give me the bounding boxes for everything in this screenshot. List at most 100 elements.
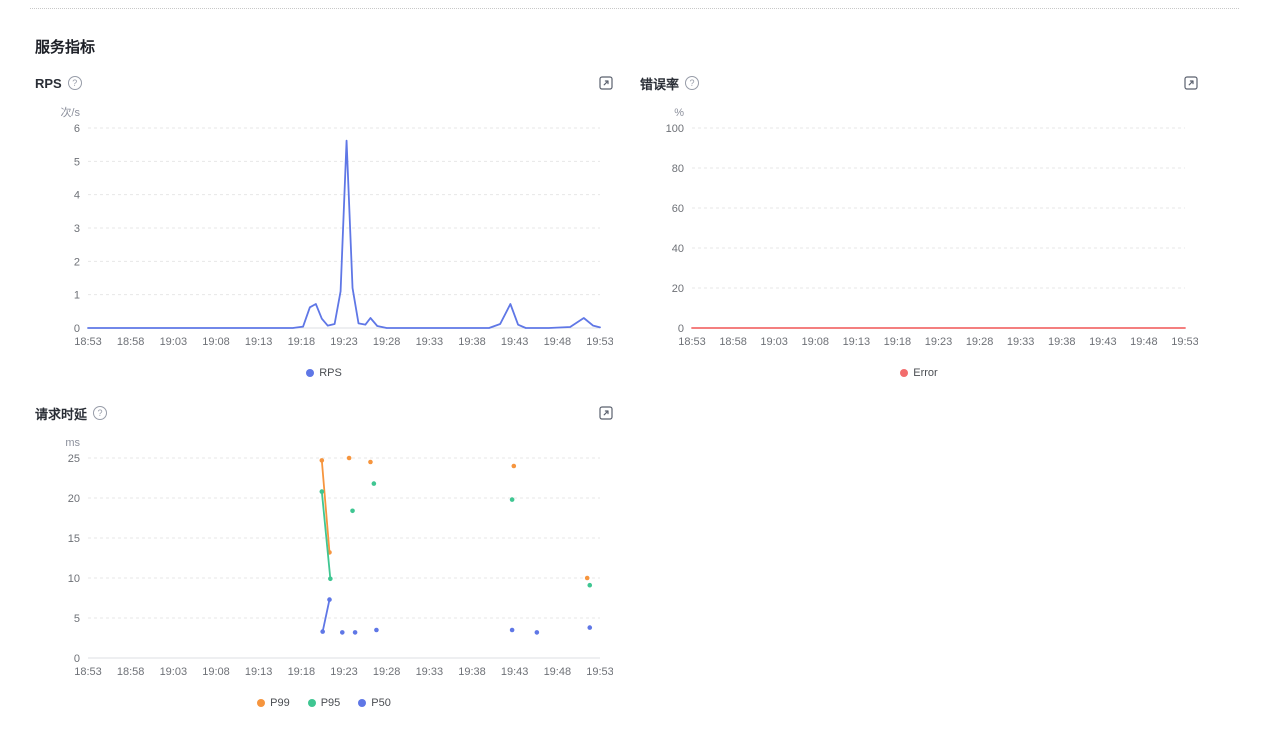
svg-text:19:33: 19:33	[416, 666, 444, 678]
legend-item-rps[interactable]: RPS	[306, 367, 342, 379]
help-icon[interactable]: ?	[93, 406, 108, 420]
svg-text:6: 6	[74, 123, 80, 135]
svg-text:100: 100	[666, 123, 684, 135]
error-rate-panel: 错误率 ? % 0 20 40 60 80 100 18:53 18:58 19:03 19:08 1…	[640, 70, 1199, 379]
chart-title-error-rate: 错误率	[640, 76, 680, 92]
legend-item-p50[interactable]: P50	[358, 697, 391, 709]
legend-label: P50	[371, 697, 391, 709]
legend-dot	[257, 699, 266, 707]
svg-text:19:48: 19:48	[544, 336, 572, 348]
svg-text:19:23: 19:23	[330, 336, 358, 348]
svg-text:%: %	[674, 107, 684, 119]
section-title: 服务指标	[35, 39, 96, 56]
svg-text:19:13: 19:13	[245, 666, 273, 678]
svg-text:19:08: 19:08	[202, 336, 230, 348]
svg-text:19:48: 19:48	[1130, 336, 1158, 348]
svg-text:19:43: 19:43	[501, 336, 529, 348]
svg-text:19:53: 19:53	[586, 666, 613, 678]
svg-text:次/s: 次/s	[60, 105, 80, 119]
legend-dot	[307, 699, 316, 707]
chart-title-latency: 请求时延	[35, 406, 88, 422]
legend-item-p95[interactable]: P95	[307, 697, 341, 709]
svg-text:5: 5	[74, 613, 80, 625]
expand-icon[interactable]	[599, 406, 613, 420]
rps-chart: 次/s 0 1 2 3 4 5 6 18:53 18:58 19:03 19:08 19:13 19:18…	[60, 105, 613, 348]
svg-text:18:53: 18:53	[678, 336, 706, 348]
svg-text:19:43: 19:43	[1089, 336, 1117, 348]
svg-text:15: 15	[68, 533, 80, 545]
svg-text:20: 20	[68, 493, 80, 505]
expand-icon-glyph	[599, 76, 613, 90]
svg-text:19:08: 19:08	[202, 666, 230, 678]
svg-text:18:58: 18:58	[719, 336, 747, 348]
svg-text:19:38: 19:38	[458, 666, 486, 678]
help-icon[interactable]: ?	[67, 76, 82, 90]
legend-label: P95	[320, 697, 341, 709]
svg-text:19:13: 19:13	[843, 336, 871, 348]
svg-text:0: 0	[678, 323, 684, 335]
error-rate-panel-header: 错误率 ?	[640, 70, 1198, 96]
svg-text:60: 60	[672, 203, 684, 215]
error-rate-chart: % 0 20 40 60 80 100 18:53 18:58 19:03 19:08 19:13 19…	[666, 107, 1199, 348]
svg-text:2: 2	[74, 256, 80, 268]
svg-text:19:18: 19:18	[288, 666, 316, 678]
svg-text:3: 3	[74, 223, 80, 235]
rps-panel-header: RPS ?	[35, 70, 613, 96]
error-rate-legend: Error	[640, 367, 1198, 379]
svg-text:19:53: 19:53	[586, 336, 613, 348]
svg-text:18:58: 18:58	[117, 336, 145, 348]
legend-label: P99	[270, 697, 290, 709]
svg-text:19:53: 19:53	[1171, 336, 1198, 348]
svg-text:19:48: 19:48	[544, 666, 572, 678]
expand-icon-glyph	[1184, 76, 1198, 90]
chart-title-rps: RPS	[35, 75, 62, 91]
svg-text:19:38: 19:38	[458, 336, 486, 348]
svg-text:ms: ms	[65, 437, 80, 449]
top-divider	[30, 8, 1239, 9]
svg-text:19:28: 19:28	[966, 336, 994, 348]
svg-text:4: 4	[74, 190, 80, 202]
latency-panel: 请求时延 ? ms 0 5 10 15 20 25 18:53 18:58 19:03 19:08 1…	[35, 400, 614, 709]
svg-text:19:18: 19:18	[288, 336, 316, 348]
svg-text:19:03: 19:03	[160, 666, 188, 678]
legend-item-p99[interactable]: P99	[257, 697, 290, 709]
svg-text:5: 5	[74, 156, 80, 168]
legend-dot	[358, 699, 367, 707]
help-icon[interactable]: ?	[685, 76, 700, 90]
svg-text:19:03: 19:03	[760, 336, 788, 348]
svg-text:19:28: 19:28	[373, 666, 401, 678]
svg-text:19:33: 19:33	[416, 336, 444, 348]
svg-text:19:23: 19:23	[925, 336, 953, 348]
legend-label: Error	[913, 367, 938, 379]
svg-text:19:08: 19:08	[801, 336, 829, 348]
svg-text:80: 80	[672, 163, 684, 175]
legend-item-error[interactable]: Error	[900, 367, 938, 379]
expand-icon-glyph	[599, 406, 613, 420]
svg-text:19:43: 19:43	[501, 666, 529, 678]
latency-chart: ms 0 5 10 15 20 25 18:53 18:58 19:03 19:08 19:13 19:…	[65, 437, 613, 678]
svg-text:25: 25	[68, 453, 80, 465]
svg-text:18:58: 18:58	[117, 666, 145, 678]
svg-text:19:03: 19:03	[160, 336, 188, 348]
rps-legend: RPS	[35, 367, 613, 379]
legend-dot	[900, 369, 909, 377]
legend-dot	[306, 369, 315, 377]
svg-text:19:33: 19:33	[1007, 336, 1035, 348]
svg-text:19:28: 19:28	[373, 336, 401, 348]
svg-text:10: 10	[68, 573, 80, 585]
svg-text:19:13: 19:13	[245, 336, 273, 348]
latency-panel-header: 请求时延 ?	[35, 400, 613, 426]
svg-text:19:18: 19:18	[884, 336, 912, 348]
svg-text:0: 0	[74, 323, 80, 335]
svg-text:1: 1	[74, 290, 80, 302]
legend-label: RPS	[319, 367, 342, 379]
expand-icon[interactable]	[599, 76, 613, 90]
svg-text:18:53: 18:53	[74, 336, 102, 348]
svg-text:0: 0	[74, 653, 80, 665]
rps-panel: RPS ? 次/s 0 1 2 3 4 5 6 18:53 18:58 19:03 19:08 19:1…	[35, 70, 614, 380]
latency-legend: P99 P95 P50	[35, 697, 613, 709]
svg-text:19:23: 19:23	[330, 666, 358, 678]
expand-icon[interactable]	[1184, 76, 1198, 90]
svg-text:20: 20	[672, 283, 684, 295]
svg-text:18:53: 18:53	[74, 666, 102, 678]
